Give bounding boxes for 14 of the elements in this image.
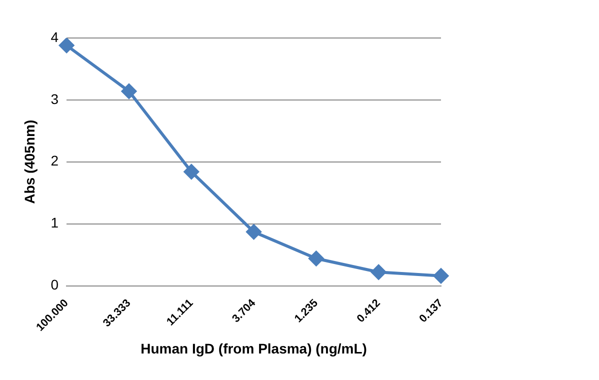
point [371, 264, 386, 280]
y-tick-label: 2 [50, 152, 59, 169]
point [121, 84, 136, 99]
point [184, 164, 199, 180]
x-axis-title: Human IgD (from Plasma) (ng/mL) [140, 340, 367, 356]
y-tick-label: 3 [50, 90, 59, 107]
y-axis-title: Abs (405nm) [21, 120, 38, 204]
point [308, 251, 324, 266]
y-tick-label: 1 [50, 214, 59, 231]
point [59, 38, 74, 53]
point [434, 268, 448, 284]
point [246, 224, 262, 240]
y-tick-label: 4 [50, 28, 59, 45]
y-tick-label: 0 [50, 276, 59, 293]
